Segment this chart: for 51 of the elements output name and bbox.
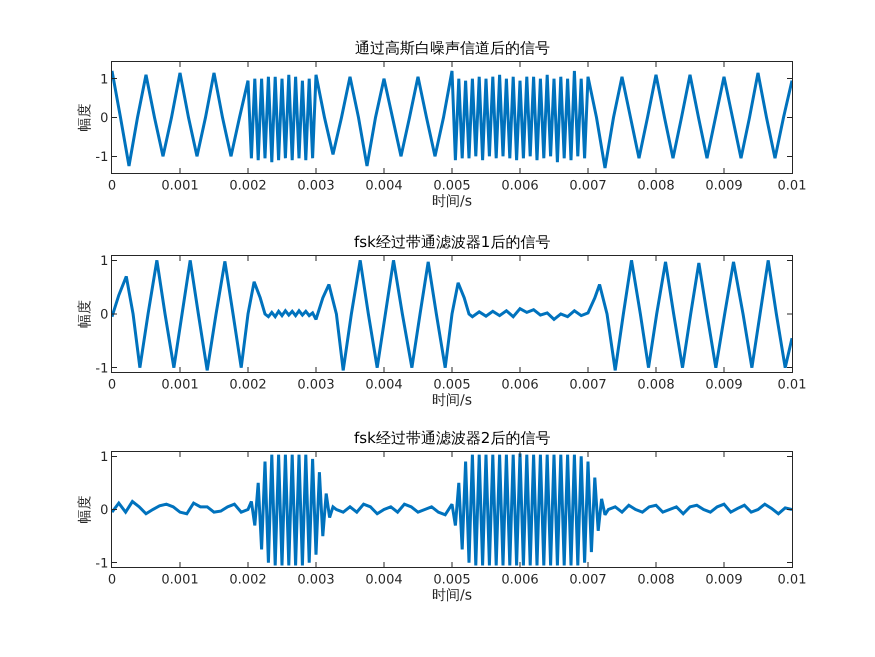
x-tick-label: 0.01 bbox=[778, 178, 806, 194]
x-tick-label: 0.003 bbox=[297, 572, 335, 588]
x-tick-label: 0.003 bbox=[297, 378, 335, 393]
y-tick-label: -1 bbox=[95, 361, 108, 376]
x-tick-label: 0.003 bbox=[297, 178, 335, 194]
y-tick-label: 0 bbox=[100, 308, 108, 323]
x-tick-label: 0.01 bbox=[778, 572, 806, 588]
x-axis-title: 时间/s bbox=[432, 392, 472, 409]
x-tick-label: 0.007 bbox=[569, 378, 607, 393]
x-tick-label: 0.001 bbox=[161, 572, 199, 588]
x-tick-label: 0.006 bbox=[501, 178, 539, 194]
x-tick-label: 0.002 bbox=[229, 572, 267, 588]
y-axis-title: 幅度 bbox=[77, 300, 94, 328]
y-tick-label: -1 bbox=[95, 150, 108, 165]
y-tick-label: -1 bbox=[95, 556, 108, 572]
x-axis-title: 时间/s bbox=[432, 588, 472, 604]
line-series bbox=[112, 258, 792, 372]
x-tick-label: 0.004 bbox=[365, 572, 403, 588]
y-tick-label: 1 bbox=[100, 254, 108, 269]
x-tick-label: 0.004 bbox=[365, 378, 403, 393]
x-tick-label: 0.001 bbox=[161, 378, 199, 393]
x-tick-label: 0.005 bbox=[433, 572, 471, 588]
y-tick-label: 0 bbox=[100, 503, 108, 518]
y-axis-title: 幅度 bbox=[77, 104, 94, 132]
x-tick-label: 0.005 bbox=[433, 378, 471, 393]
line-series bbox=[112, 69, 792, 170]
x-tick-label: 0.007 bbox=[569, 572, 607, 588]
x-tick-label: 0.002 bbox=[229, 378, 267, 393]
line-series bbox=[112, 452, 792, 567]
x-tick-label: 0.001 bbox=[161, 178, 199, 194]
chart-title: 通过高斯白噪声信道后的信号 bbox=[355, 39, 550, 57]
y-tick-label: 0 bbox=[100, 111, 108, 126]
x-tick-label: 0.008 bbox=[637, 178, 675, 194]
x-tick-label: 0.009 bbox=[705, 378, 743, 393]
x-tick-label: 0.006 bbox=[501, 378, 539, 393]
x-tick-label: 0.008 bbox=[637, 378, 675, 393]
y-tick-label: 1 bbox=[100, 450, 108, 465]
x-tick-label: 0.006 bbox=[501, 572, 539, 588]
y-tick-label: 1 bbox=[100, 72, 108, 88]
chart-title: fsk经过带通滤波器1后的信号 bbox=[354, 233, 550, 251]
x-tick-label: 0.005 bbox=[433, 178, 471, 194]
x-axis-title: 时间/s bbox=[432, 194, 472, 210]
x-tick-label: 0.009 bbox=[705, 572, 743, 588]
x-tick-label: 0.008 bbox=[637, 572, 675, 588]
x-tick-label: 0.01 bbox=[778, 378, 806, 393]
chart-title: fsk经过带通滤波器2后的信号 bbox=[354, 429, 550, 447]
x-tick-label: 0.004 bbox=[365, 178, 403, 194]
y-axis-title: 幅度 bbox=[77, 496, 94, 524]
x-tick-label: 0.009 bbox=[705, 178, 743, 194]
x-tick-label: 0.007 bbox=[569, 178, 607, 194]
x-tick-label: 0.002 bbox=[229, 178, 267, 194]
